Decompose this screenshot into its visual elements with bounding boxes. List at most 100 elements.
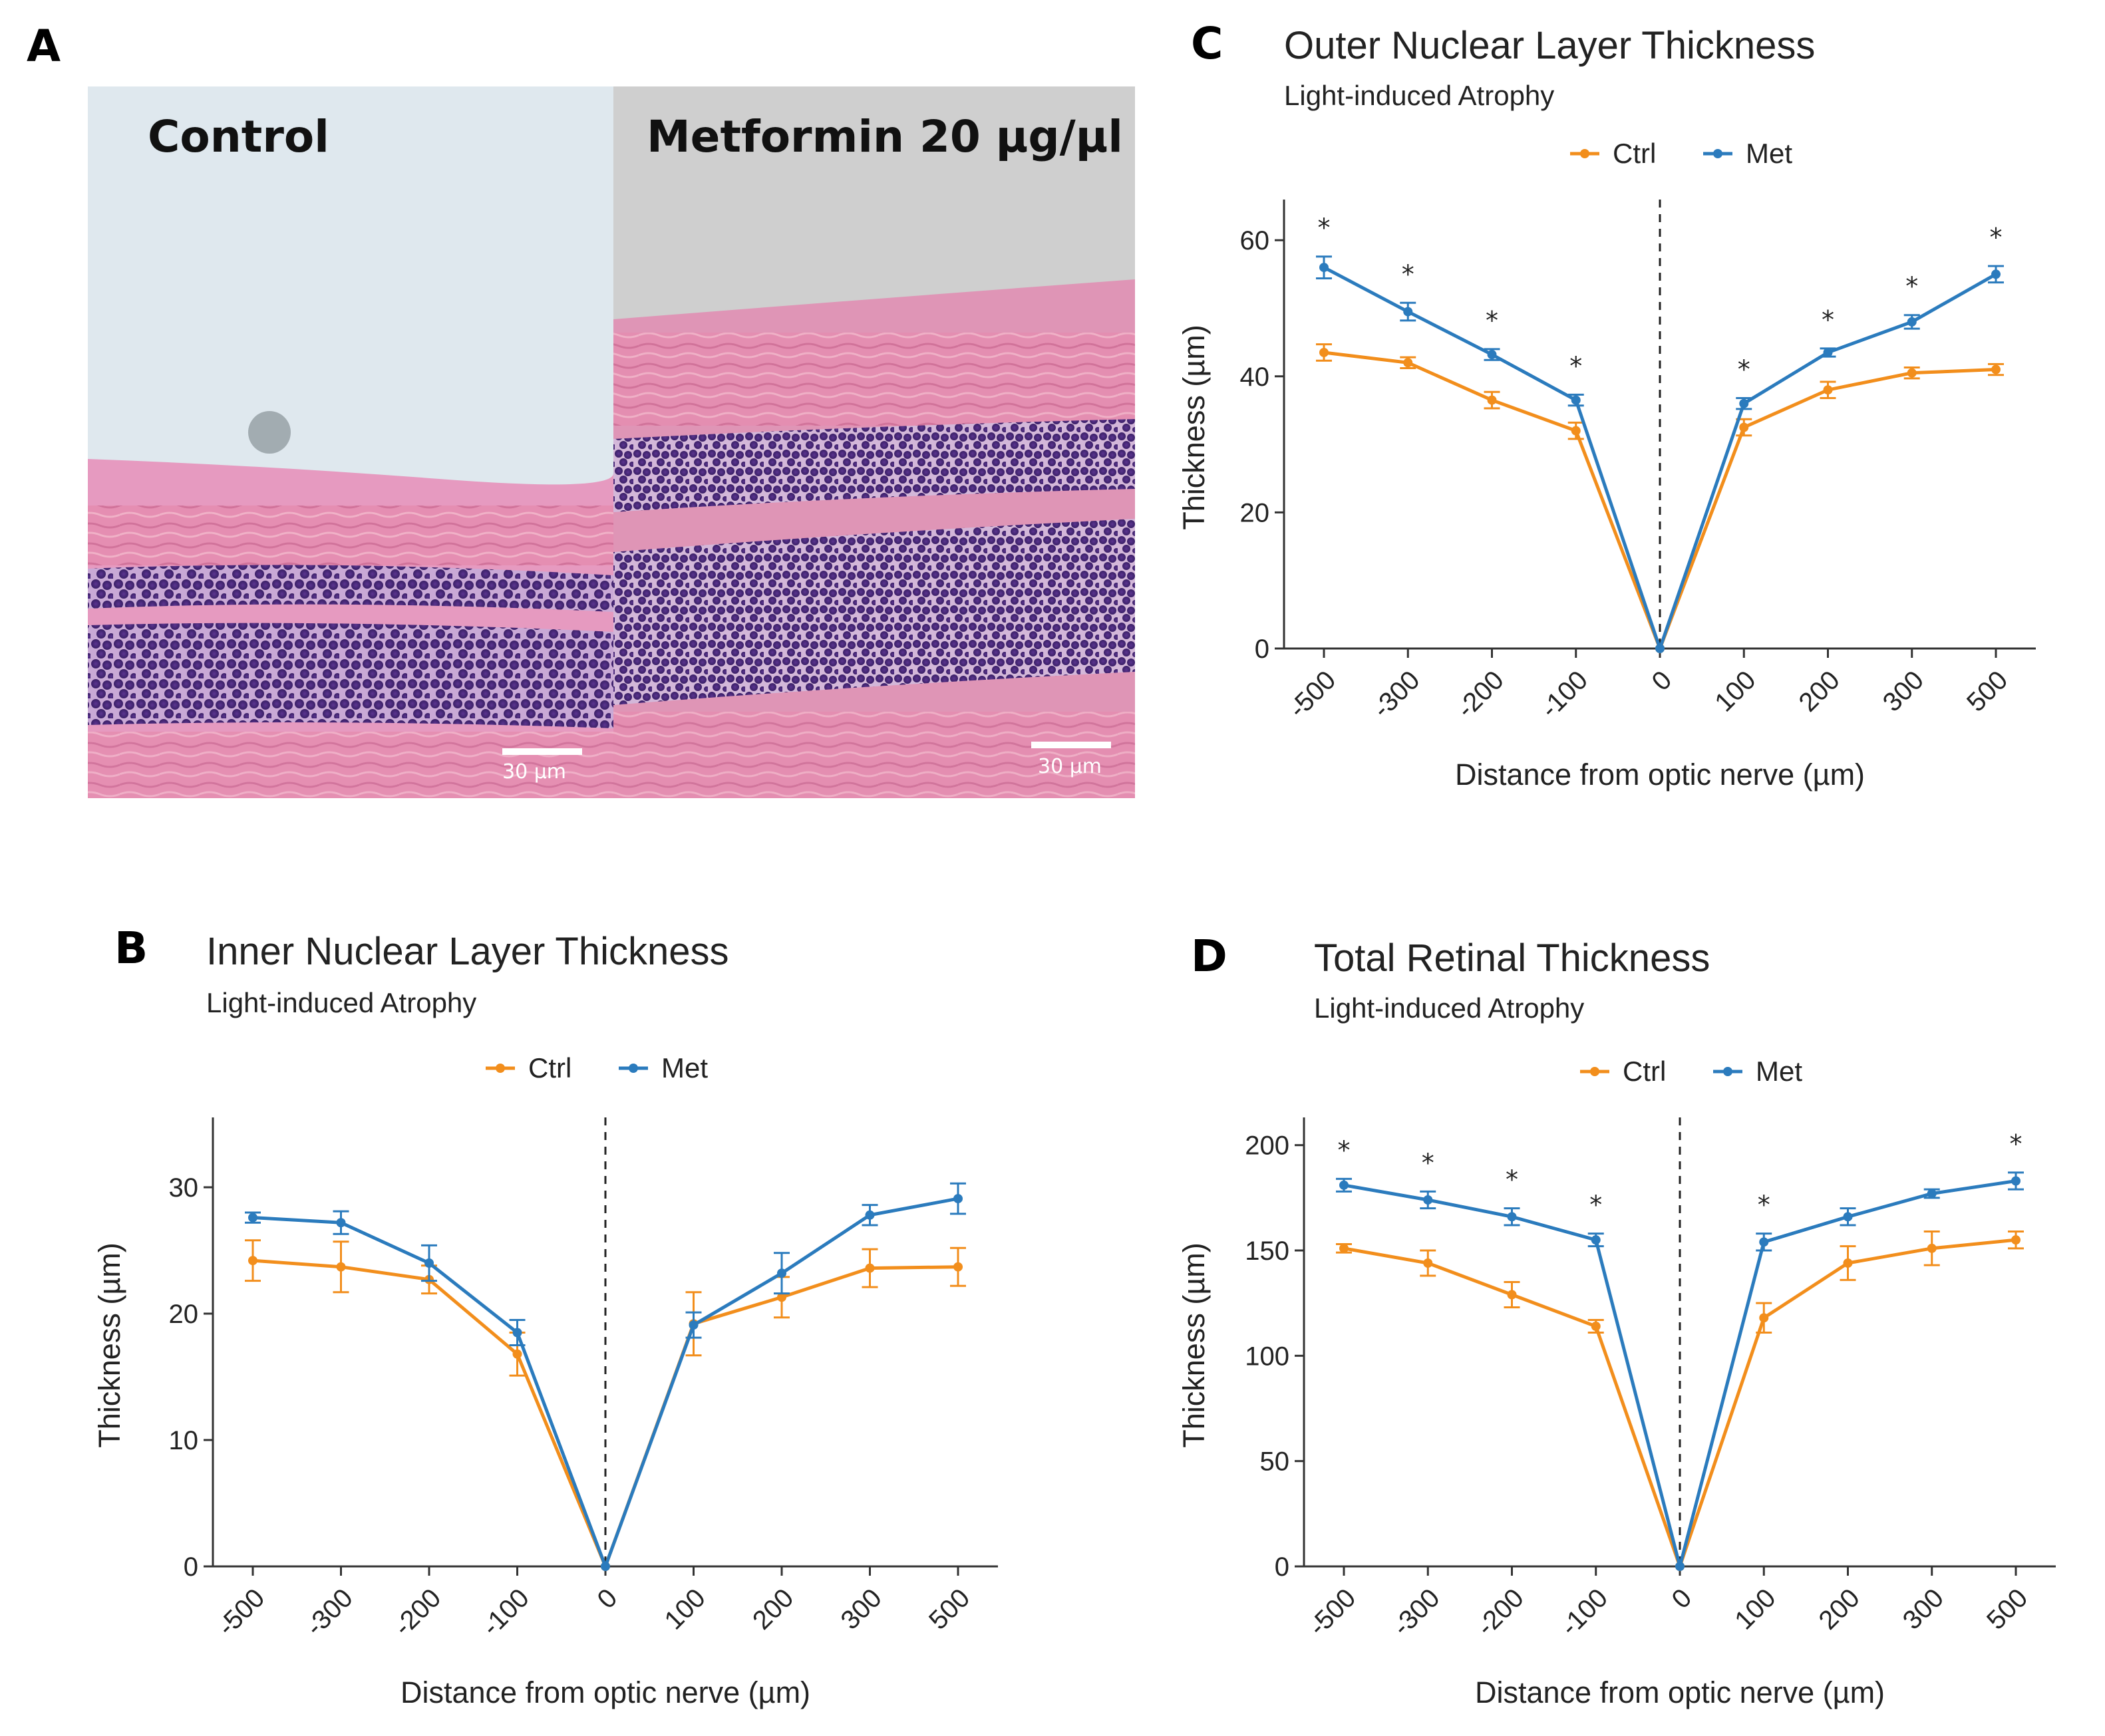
- data-point-ctrl: [865, 1263, 875, 1273]
- significance-marker: *: [1589, 1191, 1602, 1220]
- data-point-ctrl: [1927, 1243, 1937, 1253]
- scale-bar-label-control: 30 µm: [502, 760, 566, 784]
- data-point-ctrl: [1739, 422, 1749, 432]
- x-tick-label: 500: [1961, 665, 2013, 717]
- data-point-ctrl: [248, 1256, 257, 1266]
- data-point-ctrl: [1823, 385, 1833, 395]
- data-point-met: [2011, 1176, 2021, 1186]
- chart-title: Inner Nuclear Layer Thickness: [206, 930, 729, 973]
- data-point-ctrl: [1339, 1243, 1349, 1253]
- x-tick-label: 100: [1709, 665, 1761, 717]
- y-tick-label: 40: [1240, 362, 1270, 392]
- data-point-met: [1823, 347, 1833, 357]
- data-point-met: [336, 1218, 346, 1228]
- micrograph-metformin: [613, 86, 1135, 798]
- chart-inner-nuclear-layer: Inner Nuclear Layer Thickness Light-induc…: [92, 930, 998, 1709]
- x-tick-label: 0: [592, 1583, 623, 1614]
- data-point-ctrl: [777, 1292, 786, 1302]
- significance-marker: *: [1758, 1191, 1770, 1220]
- data-point-ctrl: [953, 1262, 963, 1272]
- x-tick-label: 0: [1667, 1583, 1698, 1614]
- x-tick-label: 300: [836, 1583, 888, 1635]
- legend-label-met: Met: [1756, 1056, 1802, 1087]
- data-point-met: [865, 1210, 875, 1220]
- data-point-met: [1991, 269, 2001, 279]
- panel-letter-c: C: [1191, 18, 1223, 69]
- data-point-met: [424, 1258, 434, 1268]
- data-point-met: [953, 1194, 963, 1204]
- chart-subtitle: Light-induced Atrophy: [1284, 80, 1554, 111]
- legend-label-met: Met: [661, 1052, 708, 1084]
- significance-marker: *: [1318, 214, 1331, 243]
- y-tick-label: 150: [1245, 1236, 1289, 1266]
- significance-marker: *: [1569, 351, 1582, 380]
- chart-subtitle: Light-induced Atrophy: [1314, 992, 1584, 1024]
- y-axis-label: Thickness (µm): [92, 1242, 126, 1447]
- x-axis-label: Distance from optic nerve (µm): [401, 1675, 810, 1709]
- data-point-ctrl: [512, 1349, 522, 1359]
- y-axis-label: Thickness (µm): [1177, 1242, 1211, 1447]
- data-point-ctrl: [2011, 1235, 2021, 1245]
- y-tick-label: 0: [184, 1552, 198, 1582]
- data-point-met: [1339, 1180, 1349, 1190]
- x-tick-label: -500: [212, 1583, 271, 1642]
- significance-marker: *: [1338, 1135, 1351, 1165]
- x-tick-label: -100: [1555, 1583, 1613, 1642]
- significance-marker: *: [1422, 1148, 1434, 1177]
- chart-title: Total Retinal Thickness: [1314, 937, 1710, 980]
- data-point-met: [248, 1213, 257, 1223]
- y-tick-label: 200: [1245, 1131, 1289, 1161]
- data-point-met: [1759, 1237, 1769, 1247]
- data-point-met: [1571, 395, 1581, 405]
- legend-label-met: Met: [1746, 138, 1792, 169]
- chart-title: Outer Nuclear Layer Thickness: [1284, 24, 1815, 67]
- legend-marker-ctrl: [1590, 1067, 1599, 1076]
- chart-total-retinal: Total Retinal Thickness Light-induced Atr…: [1177, 937, 2056, 1709]
- x-tick-label: -200: [1451, 665, 1510, 724]
- significance-marker: *: [1822, 305, 1834, 335]
- data-point-met: [1739, 398, 1749, 408]
- x-tick-label: 500: [923, 1583, 975, 1635]
- data-point-ctrl: [1403, 358, 1413, 368]
- chart-subtitle: Light-induced Atrophy: [206, 987, 476, 1018]
- x-tick-label: -100: [476, 1583, 535, 1642]
- data-point-met: [1403, 307, 1413, 317]
- data-point-ctrl: [336, 1262, 346, 1272]
- data-point-met: [1907, 317, 1917, 327]
- data-point-ctrl: [1423, 1258, 1433, 1268]
- data-point-met: [512, 1328, 522, 1338]
- y-tick-label: 100: [1245, 1342, 1289, 1371]
- data-point-ctrl: [1759, 1313, 1769, 1323]
- x-tick-label: 200: [747, 1583, 799, 1635]
- panel-letter-b: B: [114, 923, 148, 974]
- y-tick-label: 0: [1255, 635, 1269, 664]
- scale-bar-label-metformin: 30 µm: [1038, 755, 1102, 778]
- x-tick-label: 500: [1981, 1583, 2033, 1635]
- x-tick-label: 100: [659, 1583, 711, 1635]
- y-tick-label: 0: [1275, 1552, 1289, 1582]
- data-point-ctrl: [1319, 347, 1329, 357]
- legend-marker-met: [1713, 149, 1722, 158]
- data-point-met: [601, 1562, 610, 1571]
- x-tick-label: 300: [1877, 665, 1929, 717]
- data-point-ctrl: [1507, 1290, 1517, 1300]
- legend-label-ctrl: Ctrl: [528, 1052, 571, 1084]
- micrograph-control-label: Control: [148, 111, 329, 162]
- x-tick-label: 300: [1897, 1583, 1949, 1635]
- x-tick-label: -200: [1471, 1583, 1530, 1642]
- panel-letter-a: A: [27, 21, 61, 72]
- x-tick-label: -300: [1387, 1583, 1446, 1642]
- y-tick-label: 20: [1240, 498, 1270, 527]
- data-point-met: [1843, 1212, 1853, 1222]
- chart-outer-nuclear-layer: Outer Nuclear Layer Thickness Light-induc…: [1177, 24, 2036, 792]
- data-point-ctrl: [1843, 1258, 1853, 1268]
- data-point-ctrl: [1991, 364, 2001, 374]
- x-tick-label: -200: [389, 1583, 447, 1642]
- x-tick-label: -300: [300, 1583, 359, 1642]
- y-tick-label: 60: [1240, 226, 1270, 255]
- x-tick-label: 100: [1729, 1583, 1781, 1635]
- legend-marker-ctrl: [496, 1064, 505, 1073]
- significance-marker: *: [1990, 223, 2003, 252]
- data-point-met: [1655, 644, 1665, 653]
